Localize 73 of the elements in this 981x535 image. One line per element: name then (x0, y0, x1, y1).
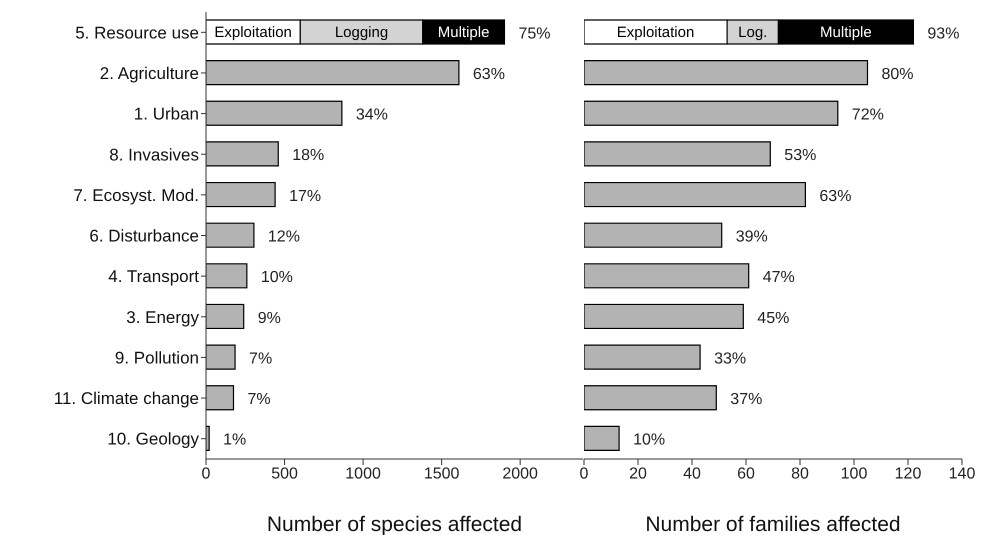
bar (584, 60, 868, 86)
x-tick-label: 80 (791, 465, 809, 482)
bar (584, 344, 701, 370)
x-tick-label: 1500 (424, 465, 460, 482)
x-axis-title: Number of families affected (645, 513, 901, 535)
y-tick-label: 4. Transport (108, 267, 200, 286)
annotation: 63% (819, 188, 852, 205)
x-tick-label: 500 (271, 465, 298, 482)
series-label: Logging (334, 24, 388, 41)
annotation: 93% (927, 25, 960, 42)
annotation: 10% (260, 269, 293, 286)
y-tick-label: 10. Geology (107, 430, 200, 449)
series-label: Log. (738, 24, 768, 41)
annotation: 72% (852, 106, 884, 124)
annotation: 75% (518, 25, 550, 42)
bar (584, 100, 838, 126)
annotation: 33% (714, 350, 746, 368)
bar (206, 100, 342, 126)
annotation: 37% (730, 391, 762, 408)
bar (584, 222, 722, 248)
x-tick-label: 0 (202, 465, 211, 482)
bar (206, 304, 244, 330)
bar (206, 222, 255, 248)
bar (206, 60, 460, 86)
bar (584, 426, 620, 451)
x-tick-label: 60 (737, 465, 755, 482)
series-label: Multiple (820, 24, 872, 41)
bar (584, 385, 717, 410)
annotation: 34% (356, 106, 388, 124)
y-tick-label: 9. Pollution (114, 348, 199, 368)
x-tick-label: 140 (948, 465, 976, 482)
x-axis-title: Number of species affected (266, 513, 522, 535)
y-tick-label: 2. Agriculture (100, 64, 199, 83)
series-label: Multiple (438, 24, 490, 41)
annotation: 63% (472, 66, 505, 83)
annotation: 80% (882, 66, 914, 83)
x-tick-label: 120 (894, 465, 922, 482)
y-tick-label: 3. Energy (126, 308, 200, 327)
x-tick-label: 100 (840, 465, 868, 482)
bar (206, 385, 234, 410)
x-tick-label: 0 (580, 465, 589, 482)
x-tick-label: 2000 (502, 465, 538, 482)
bar (206, 141, 279, 167)
annotation: 12% (268, 228, 300, 246)
x-tick-label: 40 (683, 465, 701, 482)
bar (584, 141, 771, 167)
annotation: 45% (757, 310, 790, 327)
annotation: 47% (762, 269, 795, 286)
y-tick-label: 7. Ecosyst. Mod. (73, 186, 199, 205)
annotation: 9% (258, 310, 281, 327)
x-tick-label: 1000 (345, 465, 381, 482)
bar (206, 263, 248, 288)
y-tick-label: 8. Invasives (109, 145, 199, 164)
annotation: 1% (223, 432, 246, 449)
y-tick-label: 5. Resource use (75, 23, 199, 42)
bar (206, 344, 236, 370)
bar (584, 304, 744, 330)
bar (584, 263, 750, 288)
annotation: 17% (289, 188, 322, 205)
annotation: 18% (292, 147, 324, 164)
y-tick-label: 1. Urban (134, 104, 199, 124)
x-tick-label: 20 (629, 465, 647, 482)
annotation: 7% (247, 391, 271, 408)
y-tick-label: 6. Disturbance (89, 226, 199, 246)
annotation: 7% (249, 350, 272, 368)
series-label: Exploitation (214, 24, 292, 41)
annotation: 10% (633, 432, 666, 449)
series-label: Exploitation (616, 24, 694, 41)
annotation: 53% (784, 147, 816, 164)
bar (206, 182, 276, 208)
y-tick-label: 11. Climate change (54, 389, 199, 408)
bar (584, 182, 806, 208)
annotation: 39% (736, 228, 768, 246)
